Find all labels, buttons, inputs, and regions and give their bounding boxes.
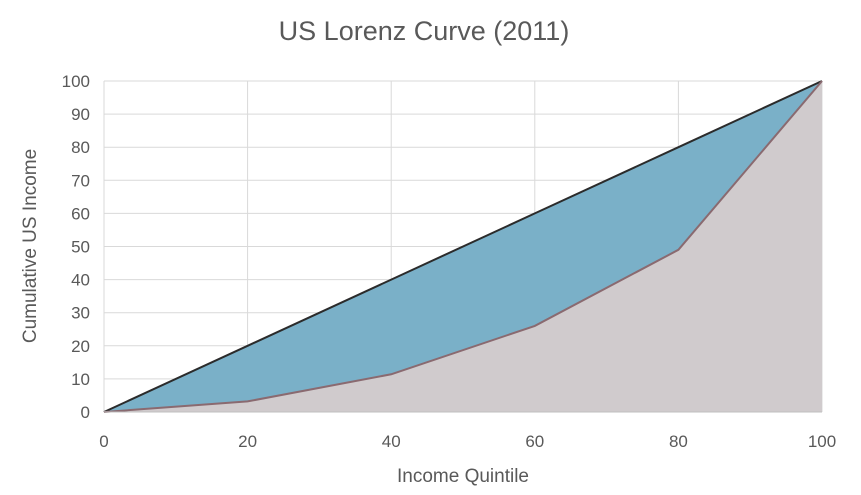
y-tick-label: 30 xyxy=(71,304,90,323)
y-axis-title: Cumulative US Income xyxy=(20,149,41,343)
y-tick-label: 50 xyxy=(71,238,90,257)
line-series-2 xyxy=(103,80,823,413)
y-tick-label: 90 xyxy=(71,105,90,124)
y-tick-label: 100 xyxy=(62,72,90,91)
y-tick-label: 60 xyxy=(71,204,90,223)
area-series-2 xyxy=(104,81,822,412)
x-tick-label: 60 xyxy=(525,432,544,451)
y-tick-label: 20 xyxy=(71,337,90,356)
line-series-1 xyxy=(103,80,823,413)
x-tick-label: 0 xyxy=(99,432,108,451)
y-tick-label: 0 xyxy=(81,403,90,422)
y-tick-label: 70 xyxy=(71,171,90,190)
x-tick-label: 100 xyxy=(808,432,836,451)
y-tick-label: 40 xyxy=(71,271,90,290)
y-tick-label: 10 xyxy=(71,370,90,389)
x-tick-label: 80 xyxy=(669,432,688,451)
chart-lines xyxy=(103,80,823,413)
chart-title: US Lorenz Curve (2011) xyxy=(279,16,570,46)
x-axis-title: Income Quintile xyxy=(397,466,529,487)
x-tick-labels: 0 20 40 60 80 100 xyxy=(99,432,836,451)
y-tick-label: 80 xyxy=(71,138,90,157)
x-tick-label: 20 xyxy=(238,432,257,451)
x-tick-label: 40 xyxy=(382,432,401,451)
y-tick-labels: 0 10 20 30 40 50 60 70 80 90 100 xyxy=(62,72,90,422)
